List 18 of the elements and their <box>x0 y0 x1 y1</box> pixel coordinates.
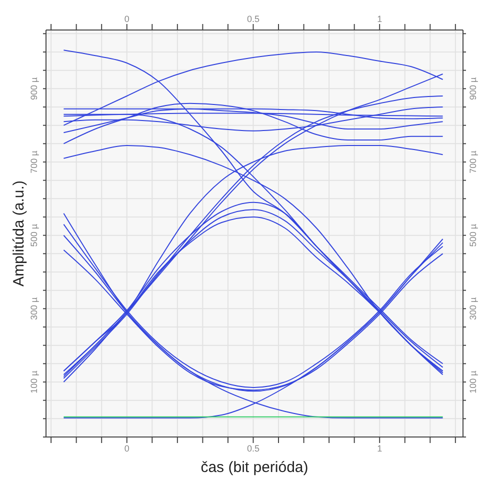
x2-tick-label: 0.5 <box>246 443 260 454</box>
y-tick-label: 300 µ <box>29 297 39 320</box>
x-tick-label: 0.5 <box>246 14 260 24</box>
y2-tick-label: 100 µ <box>468 370 478 394</box>
x2-tick-label: 1 <box>377 443 382 454</box>
x-tick-label: 0 <box>124 14 130 24</box>
y2-tick-label: 500 µ <box>468 224 478 247</box>
x-tick-label: 1 <box>377 14 382 24</box>
y-tick-label: 100 µ <box>29 370 39 394</box>
y2-tick-label: 900 µ <box>468 77 478 100</box>
y2-tick-label: 300 µ <box>468 297 478 320</box>
y2-tick-label: 700 µ <box>468 150 478 174</box>
x-axis-title: čas (bit perióda) <box>200 459 308 476</box>
x2-tick-label: 0 <box>124 443 130 454</box>
y-tick-label: 500 µ <box>29 224 39 247</box>
y-tick-label: 900 µ <box>29 77 39 100</box>
y-axis-title: Amplitúda (a.u.) <box>10 180 28 286</box>
y-tick-label: 700 µ <box>29 150 39 174</box>
